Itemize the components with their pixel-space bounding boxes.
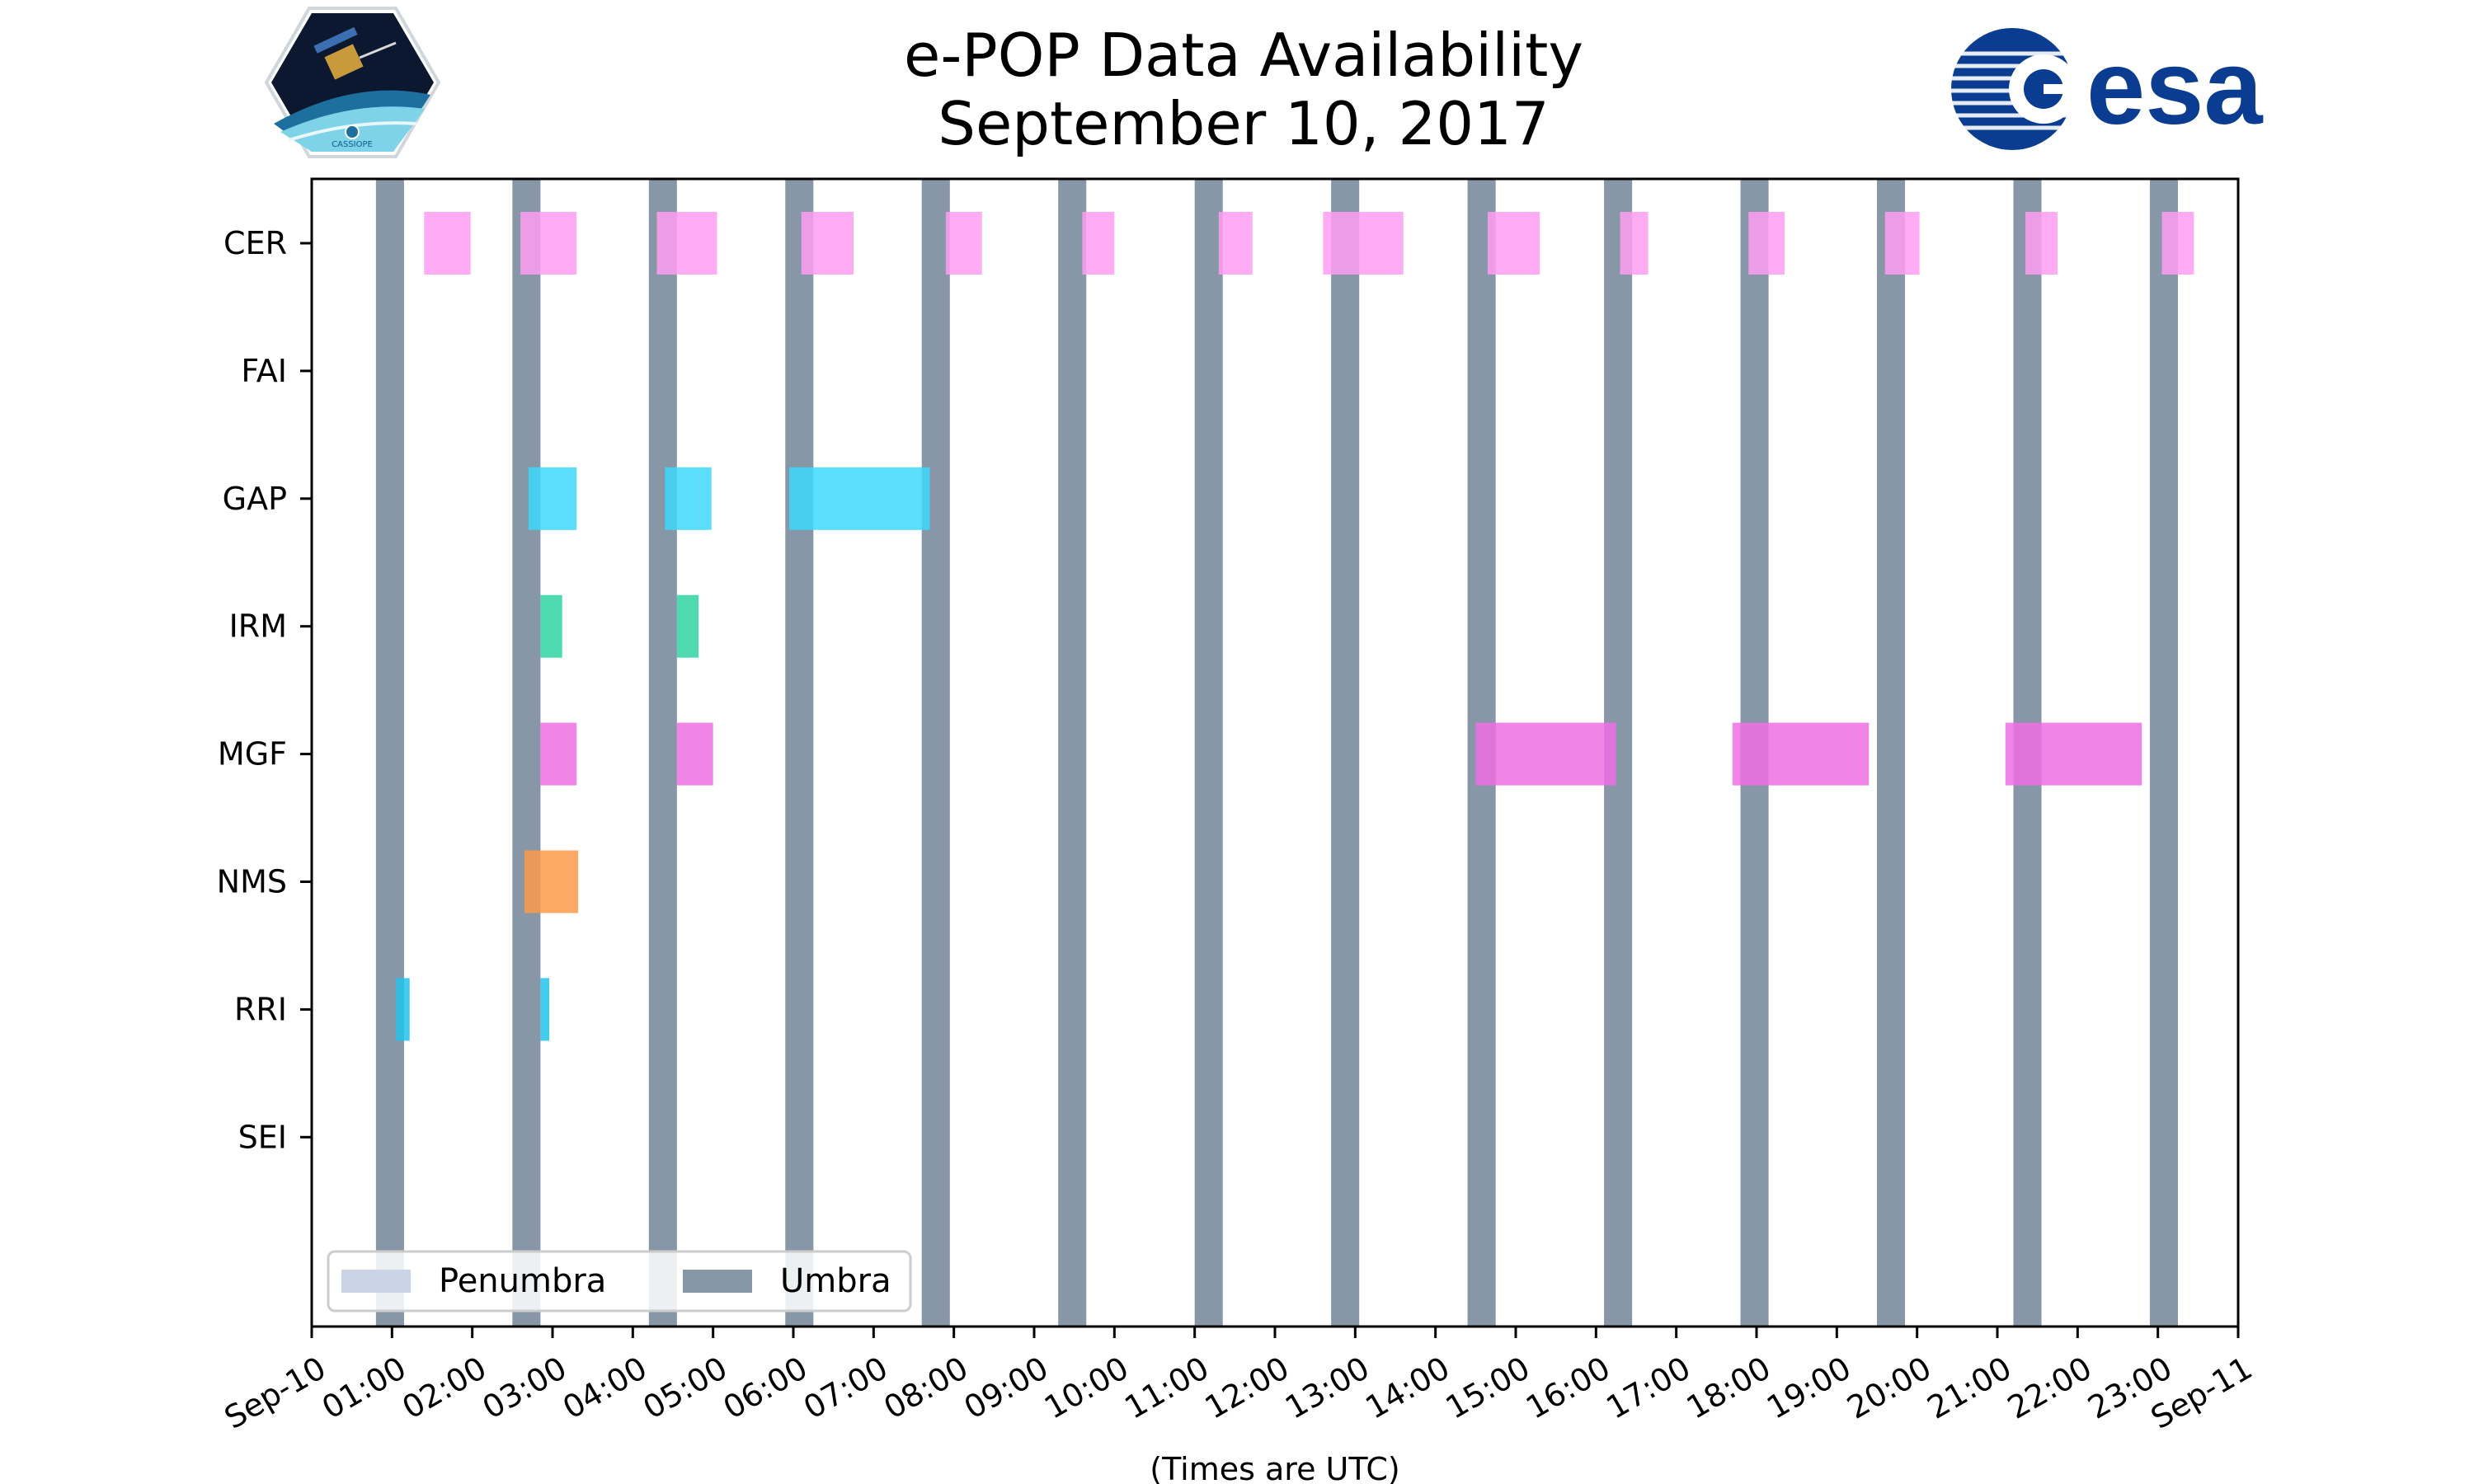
esa-logo: esa <box>1951 28 2263 150</box>
bar-cer-8 <box>1323 212 1404 275</box>
umbra-band-2 <box>512 179 541 1327</box>
y-tick-label-mgf: MGF <box>218 736 287 773</box>
x-tick-label-0: Sep-10 <box>219 1350 332 1436</box>
x-tick-label-7: 07:00 <box>797 1350 894 1426</box>
bar-cer-4 <box>801 212 854 275</box>
y-tick-label-nms: NMS <box>217 864 287 900</box>
y-tick-label-sei: SEI <box>238 1119 287 1155</box>
umbra-band-14 <box>2149 179 2178 1327</box>
x-tick-label-1: 01:00 <box>316 1350 412 1426</box>
bar-cer-11 <box>1748 212 1785 275</box>
cassiope-logo: CASSIOPE <box>264 7 441 158</box>
y-tick-label-rri: RRI <box>234 991 287 1027</box>
legend-umbra-label: Umbra <box>780 1262 891 1300</box>
bar-irm-2 <box>676 594 699 658</box>
bar-gap-2 <box>665 467 712 530</box>
umbra-band-4 <box>785 179 814 1327</box>
x-tick-label-14: 14:00 <box>1359 1350 1456 1426</box>
esa-logo-text: esa <box>2086 29 2263 147</box>
x-tick-label-13: 13:00 <box>1279 1350 1376 1426</box>
bar-cer-10 <box>1620 212 1649 275</box>
x-tick-label-17: 17:00 <box>1600 1350 1696 1426</box>
bar-mgf-3 <box>1475 722 1616 786</box>
bar-rri-2 <box>540 978 550 1041</box>
bar-mgf-1 <box>540 722 577 786</box>
x-tick-label-12: 12:00 <box>1199 1350 1296 1426</box>
satellite-icon <box>313 26 397 80</box>
bar-cer-13 <box>2025 212 2058 275</box>
umbra-band-5 <box>921 179 950 1327</box>
bar-cer-6 <box>1082 212 1115 275</box>
x-tick-label-4: 04:00 <box>557 1350 653 1426</box>
bar-cer-5 <box>945 212 982 275</box>
bar-mgf-2 <box>676 722 713 786</box>
x-tick-label-22: 22:00 <box>2001 1350 2098 1426</box>
legend-umbra-swatch <box>683 1270 752 1293</box>
cassiope-logo-caption: CASSIOPE <box>332 140 373 149</box>
x-tick-label-3: 03:00 <box>477 1350 573 1426</box>
umbra-band-7 <box>1194 179 1223 1327</box>
bar-cer-7 <box>1218 212 1253 275</box>
x-axis-label: (Times are UTC) <box>1150 1451 1399 1484</box>
bar-irm-1 <box>540 594 562 658</box>
legend: Penumbra Umbra <box>327 1250 912 1313</box>
bar-cer-9 <box>1487 212 1540 275</box>
umbra-band-8 <box>1331 179 1360 1327</box>
plot-frame <box>312 179 2238 1327</box>
bar-cer-12 <box>1884 212 1920 275</box>
bar-cer-2 <box>520 212 577 275</box>
bar-mgf-4 <box>1732 722 1870 786</box>
y-axis: CER FAI GAP IRM MGF NMS RRI SEI <box>217 225 312 1155</box>
x-tick-label-9: 09:00 <box>958 1350 1055 1426</box>
y-tick-label-fai: FAI <box>241 353 287 389</box>
x-tick-label-20: 20:00 <box>1841 1350 1937 1426</box>
x-tick-label-5: 05:00 <box>637 1350 733 1426</box>
umbra-band-1 <box>375 179 404 1327</box>
y-tick-label-irm: IRM <box>229 608 287 645</box>
x-tick-label-21: 21:00 <box>1921 1350 2018 1426</box>
chart-title-line2: September 10, 2017 <box>938 89 1549 158</box>
chart-title-line1: e-POP Data Availability <box>904 21 1583 90</box>
y-tick-label-cer: CER <box>223 225 287 261</box>
x-tick-label-11: 11:00 <box>1118 1350 1215 1426</box>
legend-box <box>327 1250 912 1313</box>
bar-mgf-5 <box>2005 722 2142 786</box>
x-tick-label-6: 06:00 <box>717 1350 814 1426</box>
x-tick-label-2: 02:00 <box>396 1350 492 1426</box>
umbra-band-6 <box>1058 179 1087 1327</box>
legend-penumbra-label: Penumbra <box>439 1262 606 1300</box>
instrument-bars <box>396 212 2194 1041</box>
umbra-band-12 <box>1877 179 1906 1327</box>
bar-rri-1 <box>396 978 410 1041</box>
x-tick-label-16: 16:00 <box>1520 1350 1616 1426</box>
bar-cer-1 <box>424 212 471 275</box>
y-tick-label-gap: GAP <box>223 481 287 517</box>
bar-cer-3 <box>656 212 717 275</box>
x-tick-label-15: 15:00 <box>1440 1350 1536 1426</box>
bar-gap-3 <box>789 467 930 530</box>
umbra-band-3 <box>648 179 677 1327</box>
x-tick-label-19: 19:00 <box>1761 1350 1857 1426</box>
bar-gap-1 <box>528 467 577 530</box>
bar-nms-1 <box>524 850 579 913</box>
x-axis: Sep-1001:0002:0003:0004:0005:0006:0007:0… <box>219 1327 2259 1436</box>
x-tick-label-8: 08:00 <box>877 1350 974 1426</box>
x-tick-label-18: 18:00 <box>1681 1350 1777 1426</box>
bar-cer-14 <box>2161 212 2194 275</box>
legend-penumbra-swatch <box>341 1270 411 1293</box>
x-tick-label-10: 10:00 <box>1038 1350 1135 1426</box>
